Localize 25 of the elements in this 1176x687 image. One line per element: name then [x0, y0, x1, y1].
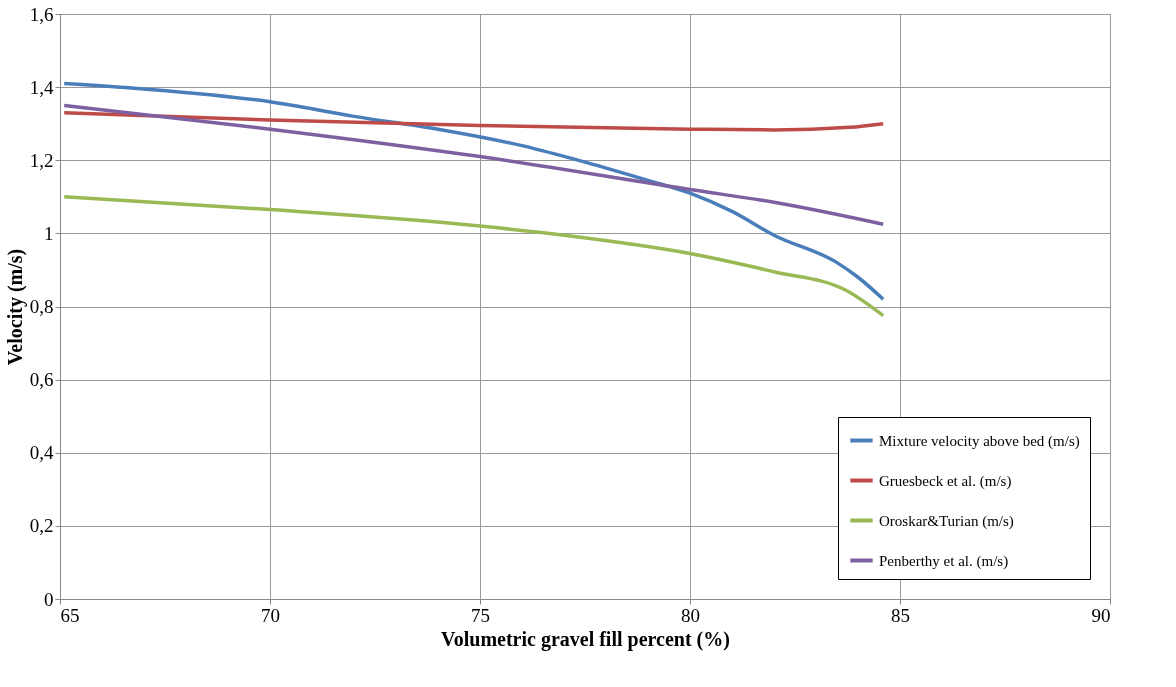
y-tick-label: 0,2: [29, 515, 54, 537]
line-series: [62, 103, 885, 226]
legend-label: Penberthy et al. (m/s): [879, 552, 1009, 570]
y-tick-label: 0,6: [29, 369, 54, 391]
x-tick-label: 70: [261, 604, 280, 626]
y-tick-label: 1,4: [29, 76, 54, 98]
legend-label: Oroskar&Turian (m/s): [879, 512, 1014, 530]
legend-label: Mixture velocity above bed (m/s): [879, 432, 1080, 450]
x-axis-title: Volumetric gravel fill percent (%): [441, 627, 730, 651]
x-tick-label: 90: [1091, 604, 1111, 626]
y-tick-label: 1,6: [29, 3, 54, 25]
y-tick-label: 0,4: [29, 442, 54, 464]
x-tick-label: 80: [681, 604, 700, 626]
line-series: [62, 110, 885, 132]
y-axis-title: Velocity (m/s): [3, 248, 27, 366]
x-tick-label: 65: [60, 604, 80, 626]
y-tick-label: 1,2: [29, 149, 54, 171]
x-tick-label: 85: [891, 604, 910, 626]
legend-label: Gruesbeck et al. (m/s): [879, 472, 1012, 490]
y-tick-label: 1: [44, 222, 54, 244]
y-tick-label: 0: [44, 588, 54, 610]
line-series: [62, 81, 885, 301]
line-series: [62, 195, 885, 318]
x-tick-label: 75: [471, 604, 490, 626]
y-tick-label: 0,8: [29, 296, 54, 317]
